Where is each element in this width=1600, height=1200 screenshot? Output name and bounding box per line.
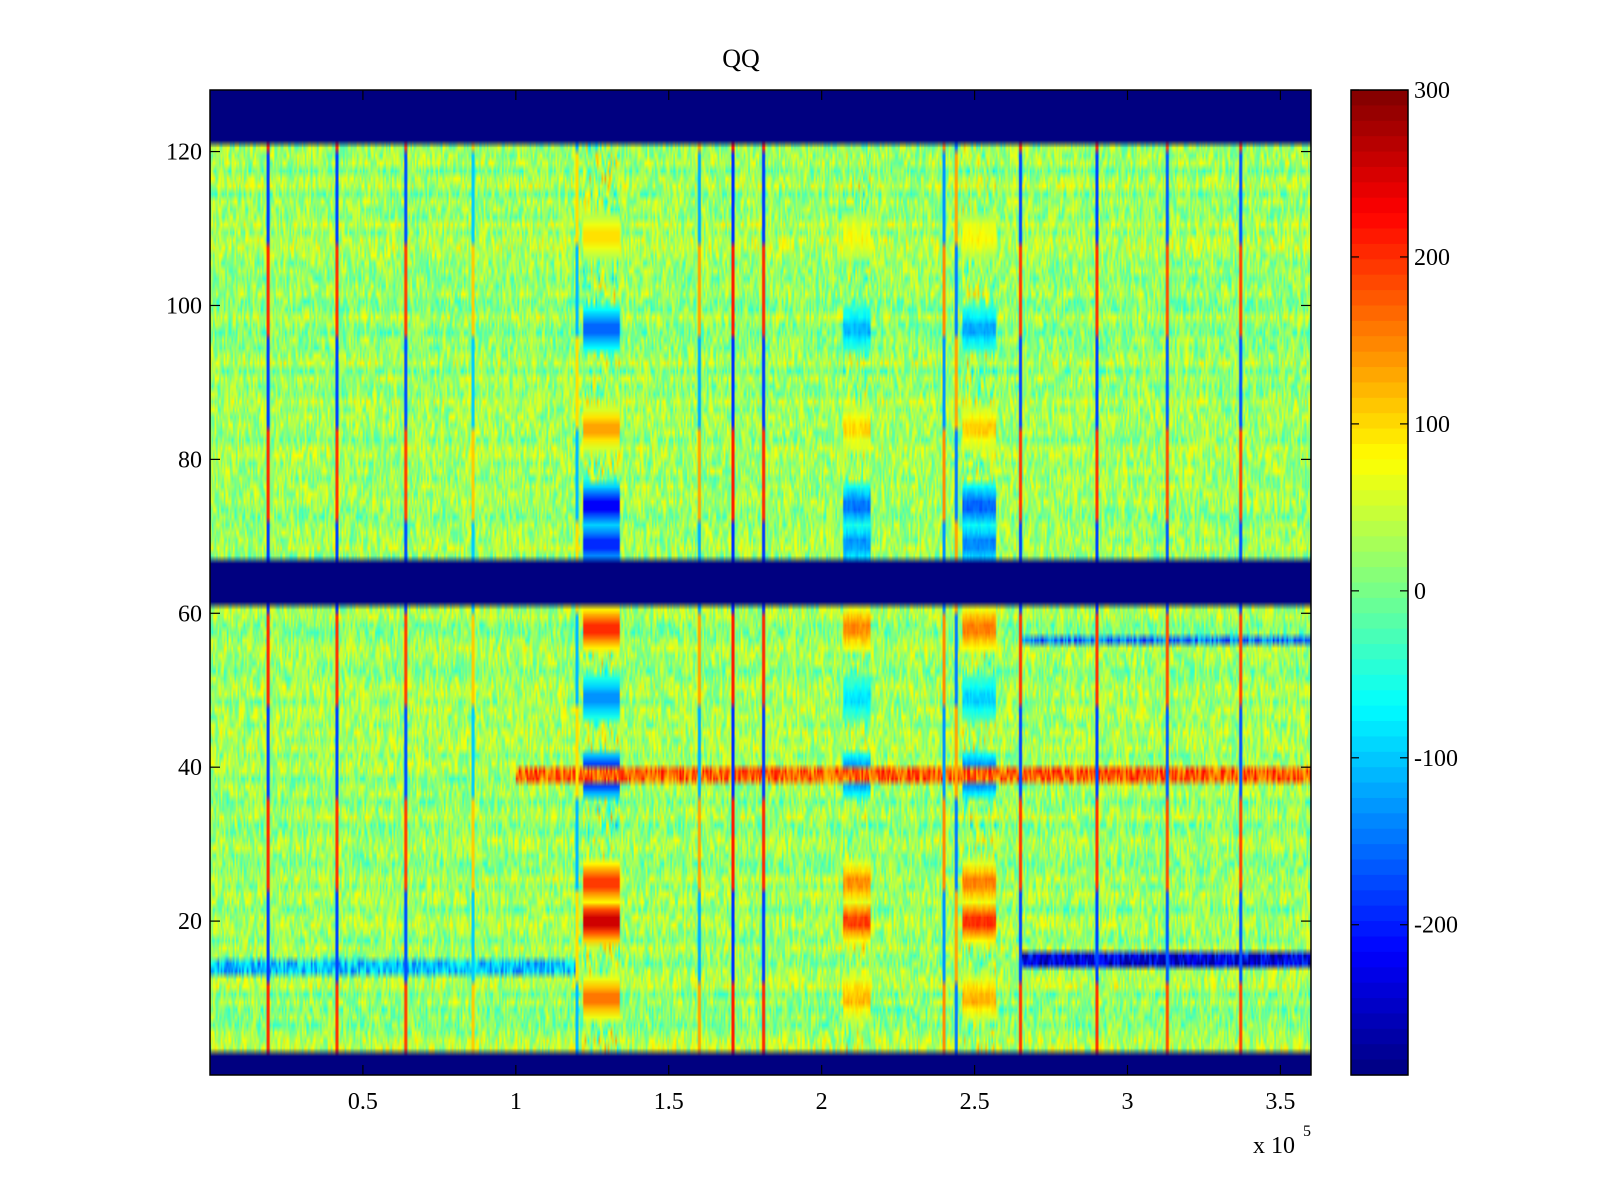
colorbar-step: [1351, 151, 1408, 168]
y-tick-label: 100: [166, 293, 202, 319]
colorbar-step: [1351, 705, 1408, 722]
colorbar-step: [1351, 674, 1408, 691]
colorbar-step: [1351, 1013, 1408, 1030]
x-multiplier-exponent: 5: [1303, 1123, 1311, 1140]
colorbar-step: [1351, 936, 1408, 953]
heatmap-plot-area: 0.5 1 1.5 2 2.5 3 3.5 20 40 60 80 100 120: [166, 89, 1312, 1115]
x-tick-label: 2.5: [960, 1089, 990, 1115]
plot-frame: [209, 89, 1312, 1076]
x-tick-label: 0.5: [348, 1089, 378, 1115]
colorbar-step: [1351, 797, 1408, 814]
colorbar-tick-label: 100: [1414, 412, 1450, 438]
colorbar-step: [1351, 520, 1408, 537]
colorbar-step: [1351, 721, 1408, 738]
colorbar-step: [1351, 597, 1408, 614]
x-tick-label: 2: [816, 1089, 828, 1115]
colorbar-step: [1351, 490, 1408, 507]
colorbar-step: [1351, 582, 1408, 599]
colorbar-step: [1351, 105, 1408, 122]
y-tick-label: 60: [178, 601, 202, 627]
colorbar-step: [1351, 367, 1408, 384]
colorbar-step: [1351, 413, 1408, 430]
colorbar-step: [1351, 782, 1408, 799]
x-tick-label: 1.5: [654, 1089, 684, 1115]
colorbar-step: [1351, 443, 1408, 460]
y-tick-label: 40: [178, 755, 202, 781]
colorbar-step: [1351, 736, 1408, 753]
colorbar-gradient: [1351, 90, 1408, 1076]
colorbar-step: [1351, 382, 1408, 399]
colorbar-step: [1351, 751, 1408, 768]
colorbar-step: [1351, 290, 1408, 307]
colorbar-step: [1351, 644, 1408, 661]
colorbar-step: [1351, 967, 1408, 984]
colorbar-step: [1351, 166, 1408, 183]
colorbar: 300 200 100 0 -100 -200: [1350, 78, 1458, 1076]
colorbar-tick-label: -200: [1414, 913, 1458, 939]
y-axis-ticks: 20 40 60 80 100 120: [166, 140, 1311, 935]
colorbar-tick-label: 0: [1414, 579, 1426, 605]
colorbar-step: [1351, 182, 1408, 199]
colorbar-step: [1351, 459, 1408, 476]
colorbar-step: [1351, 1059, 1408, 1076]
colorbar-step: [1351, 1044, 1408, 1061]
colorbar-step: [1351, 659, 1408, 676]
colorbar-step: [1351, 136, 1408, 153]
colorbar-step: [1351, 982, 1408, 999]
colorbar-step: [1351, 690, 1408, 707]
colorbar-step: [1351, 874, 1408, 891]
colorbar-step: [1351, 628, 1408, 645]
y-tick-label: 120: [166, 140, 202, 166]
colorbar-step: [1351, 828, 1408, 845]
colorbar-step: [1351, 844, 1408, 861]
colorbar-step: [1351, 813, 1408, 830]
colorbar-step: [1351, 859, 1408, 876]
x-tick-label: 1: [510, 1089, 522, 1115]
colorbar-step: [1351, 397, 1408, 414]
colorbar-step: [1351, 567, 1408, 584]
x-axis-ticks: 0.5 1 1.5 2 2.5 3 3.5: [348, 90, 1295, 1115]
colorbar-step: [1351, 1028, 1408, 1045]
colorbar-frame: [1350, 89, 1409, 1076]
colorbar-step: [1351, 767, 1408, 784]
colorbar-step: [1351, 536, 1408, 553]
colorbar-step: [1351, 274, 1408, 291]
colorbar-step: [1351, 259, 1408, 276]
colorbar-tick-label: -100: [1414, 746, 1458, 772]
colorbar-step: [1351, 551, 1408, 568]
colorbar-step: [1351, 320, 1408, 337]
colorbar-step: [1351, 951, 1408, 968]
colorbar-step: [1351, 613, 1408, 630]
colorbar-step: [1351, 428, 1408, 445]
y-tick-label: 80: [178, 447, 202, 473]
colorbar-step: [1351, 921, 1408, 938]
colorbar-step: [1351, 890, 1408, 907]
x-multiplier-label: x 10: [1253, 1133, 1295, 1159]
colorbar-step: [1351, 351, 1408, 368]
colorbar-tick-label: 200: [1414, 245, 1450, 271]
colorbar-step: [1351, 474, 1408, 491]
colorbar-step: [1351, 243, 1408, 260]
colorbar-step: [1351, 228, 1408, 245]
colorbar-tick-label: 300: [1414, 78, 1450, 104]
x-axis-multiplier: x 10 5: [1253, 1123, 1311, 1159]
colorbar-step: [1351, 505, 1408, 522]
chart-title: QQ: [722, 44, 760, 73]
colorbar-step: [1351, 998, 1408, 1015]
colorbar-step: [1351, 336, 1408, 353]
colorbar-step: [1351, 90, 1408, 106]
colorbar-ticks: 300 200 100 0 -100 -200: [1351, 78, 1458, 939]
colorbar-step: [1351, 197, 1408, 214]
colorbar-step: [1351, 213, 1408, 230]
x-tick-label: 3.5: [1265, 1089, 1295, 1115]
colorbar-step: [1351, 905, 1408, 922]
heatmap-image: [210, 90, 1311, 1075]
x-tick-label: 3: [1122, 1089, 1134, 1115]
y-tick-label: 20: [178, 909, 202, 935]
colorbar-step: [1351, 305, 1408, 322]
colorbar-step: [1351, 120, 1408, 137]
